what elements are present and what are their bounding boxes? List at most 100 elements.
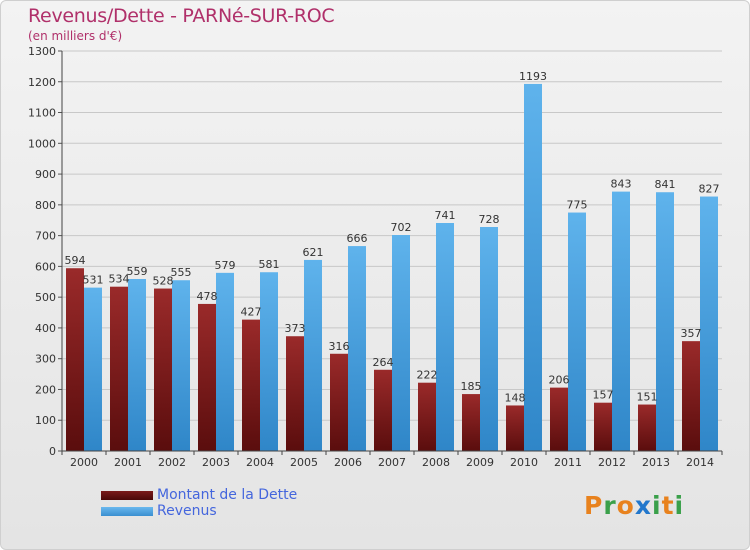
x-tick-label: 2006 [334, 456, 362, 469]
data-label-revenue: 621 [303, 246, 324, 259]
data-label-revenue: 1193 [519, 70, 547, 83]
x-tick-label: 2008 [422, 456, 450, 469]
data-label-debt: 427 [241, 306, 262, 319]
x-tick-label: 2004 [246, 456, 274, 469]
data-label-debt: 316 [329, 340, 350, 353]
data-label-debt: 206 [549, 374, 570, 387]
chart-subtitle: (en milliers d'€) [28, 29, 123, 43]
bars [66, 83, 718, 451]
data-label-revenue: 702 [391, 221, 412, 234]
data-label-revenue: 841 [655, 178, 676, 191]
x-tick-label: 2002 [158, 456, 186, 469]
data-label-debt: 528 [153, 275, 174, 288]
bar-debt [594, 402, 612, 451]
logo-letter: t [661, 491, 675, 520]
bar-debt [242, 319, 260, 451]
y-tick-label: 0 [49, 445, 56, 458]
x-axis: 2000 2001 2002 2003 2004 2005 2006 2007 2008 2009… [61, 450, 723, 469]
logo-letter: o [616, 491, 635, 520]
x-tick-label: 2005 [290, 456, 318, 469]
bar-debt [682, 341, 700, 451]
y-tick-label: 500 [35, 291, 56, 304]
legend-swatch-debt [101, 491, 153, 500]
logo-letter: i [652, 491, 662, 520]
data-label-debt: 264 [373, 356, 394, 369]
y-tick-label: 200 [35, 383, 56, 396]
data-label-revenue: 843 [611, 178, 632, 191]
bar-debt [198, 303, 216, 451]
bar-revenue [84, 287, 102, 451]
x-tick-label: 2000 [70, 456, 98, 469]
bar-revenue [700, 196, 718, 451]
bar-revenue [348, 246, 366, 451]
y-tick-label: 600 [35, 260, 56, 273]
bar-revenue [392, 235, 410, 451]
y-tick-label: 900 [35, 168, 56, 181]
data-label-revenue: 559 [127, 265, 148, 278]
bar-debt [506, 405, 524, 451]
x-tick-label: 2007 [378, 456, 406, 469]
bar-revenue [480, 227, 498, 451]
x-tick-label: 2009 [466, 456, 494, 469]
bar-revenue [524, 83, 542, 451]
y-tick-label: 1100 [28, 107, 56, 120]
bar-debt [638, 404, 656, 451]
bar-debt [110, 286, 128, 451]
y-tick-label: 700 [35, 230, 56, 243]
data-label-debt: 148 [505, 391, 526, 404]
data-label-debt: 157 [593, 389, 614, 402]
bar-debt [154, 288, 172, 451]
logo-letter: i [674, 491, 685, 520]
data-label-debt: 222 [417, 369, 438, 382]
data-label-debt: 478 [197, 290, 218, 303]
data-label-debt: 357 [681, 327, 702, 340]
legend-label-debt: Montant de la Dette [157, 487, 298, 503]
bar-debt [66, 268, 84, 451]
bar-debt [330, 353, 348, 451]
bar-debt [418, 382, 436, 451]
data-label-revenue: 555 [171, 266, 192, 279]
data-label-revenue: 775 [567, 199, 588, 212]
x-tick-label: 2010 [510, 456, 538, 469]
bar-revenue [612, 191, 630, 451]
bar-revenue [304, 259, 322, 451]
y-tick-label: 1200 [28, 76, 56, 89]
x-tick-label: 2003 [202, 456, 230, 469]
y-tick-label: 1300 [28, 45, 56, 58]
data-label-revenue: 666 [347, 232, 368, 245]
data-label-revenue: 728 [479, 213, 500, 226]
bar-debt [374, 369, 392, 451]
data-label-debt: 151 [637, 391, 658, 404]
logo-letter: x [634, 491, 652, 520]
data-label-revenue: 827 [699, 183, 720, 196]
x-tick-label: 2012 [598, 456, 626, 469]
data-label-revenue: 579 [215, 259, 236, 272]
legend-swatch-revenue [101, 507, 153, 516]
logo-letter: P [584, 491, 604, 520]
x-tick-label: 2011 [554, 456, 582, 469]
bar-revenue [656, 192, 674, 451]
bar-revenue [172, 280, 190, 451]
data-label-debt: 185 [461, 380, 482, 393]
data-label-debt: 594 [65, 254, 86, 267]
proxiti-logo: Proxiti [584, 491, 684, 520]
bar-revenue [128, 279, 146, 451]
y-axis: 0 100 200 300 400 500 600 700 800 900 1000 1100 1200… [28, 45, 63, 458]
x-tick-label: 2013 [642, 456, 670, 469]
y-tick-label: 1000 [28, 137, 56, 150]
data-label-revenue: 741 [435, 209, 456, 222]
bar-revenue [216, 272, 234, 451]
data-label-debt: 534 [109, 273, 130, 286]
bar-revenue [436, 223, 454, 451]
data-label-revenue: 581 [259, 258, 280, 271]
y-tick-label: 100 [35, 414, 56, 427]
bar-debt [286, 336, 304, 451]
data-label-debt: 373 [285, 322, 306, 335]
bar-revenue [568, 212, 586, 451]
data-label-revenue: 531 [83, 274, 104, 287]
y-tick-label: 400 [35, 322, 56, 335]
logo-letter: r [603, 491, 617, 520]
